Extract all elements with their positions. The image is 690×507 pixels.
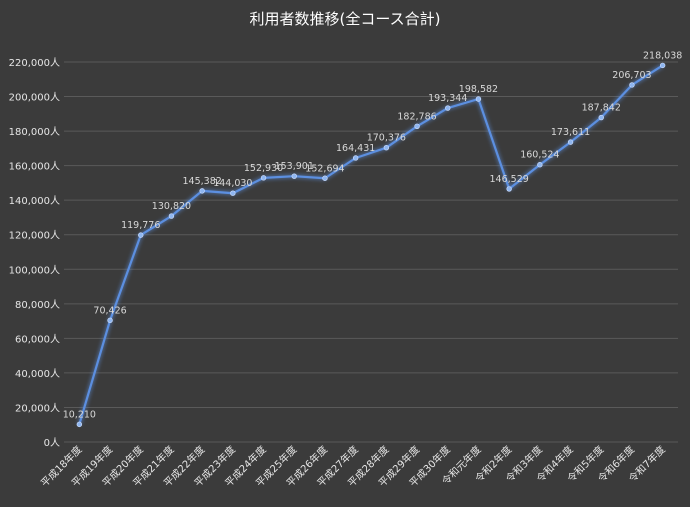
data-point [475, 96, 482, 102]
data-point [260, 175, 267, 181]
y-tick-label: 100,000人 [9, 264, 60, 276]
data-point [629, 82, 635, 88]
data-point [383, 145, 390, 151]
data-point [199, 188, 205, 194]
data-point [76, 421, 83, 428]
data-point [230, 190, 236, 196]
data-point [291, 173, 297, 179]
data-label: 70,426 [93, 305, 126, 316]
data-label: 130,820 [152, 201, 191, 212]
data-point [107, 317, 113, 324]
data-point [659, 62, 666, 69]
y-tick-label: 0人 [44, 437, 60, 449]
data-label: 218,038 [643, 50, 682, 61]
y-tick-label: 200,000人 [9, 92, 60, 104]
data-label: 160,524 [520, 150, 559, 161]
y-tick-label: 120,000人 [9, 230, 60, 242]
data-labels: 10,210 70,426 119,776 130,820 145,382144,030… [63, 50, 683, 420]
data-label: 170,376 [367, 133, 406, 144]
data-label: 10,210 [63, 409, 96, 420]
data-label: 153,901 [275, 161, 314, 172]
x-axis-ticks: 平成18年度平成19年度平成20年度平成21年度平成22年度平成23年度平成24… [38, 443, 668, 489]
data-label: 145,382 [183, 176, 222, 187]
y-tick-label: 160,000人 [9, 161, 60, 173]
data-point [168, 213, 175, 219]
chart-title: 利用者数推移(全コース合計) [249, 10, 441, 28]
data-label: 198,582 [459, 84, 498, 95]
data-point [567, 139, 574, 145]
data-point [138, 232, 144, 238]
data-label: 144,030 [213, 178, 252, 189]
data-label: 152,930 [244, 163, 283, 174]
data-label: 187,842 [582, 103, 621, 114]
y-tick-label: 20,000人 [15, 402, 60, 414]
data-label: 206,703 [612, 70, 651, 81]
data-label: 193,344 [428, 93, 467, 104]
data-label: 164,431 [336, 143, 375, 154]
y-tick-label: 60,000人 [15, 333, 60, 345]
data-label: 146,529 [490, 174, 529, 185]
data-label: 119,776 [121, 220, 160, 231]
data-label: 173,611 [551, 127, 590, 138]
y-tick-label: 40,000人 [15, 368, 60, 380]
data-point [506, 186, 512, 192]
data-label: 152,694 [305, 163, 344, 174]
data-point [352, 155, 359, 161]
series-points [76, 62, 666, 428]
series-line-path [78, 64, 664, 425]
data-label: 182,786 [397, 111, 436, 122]
y-tick-label: 80,000人 [15, 299, 60, 311]
series-line [78, 64, 664, 425]
data-point [598, 114, 604, 121]
y-tick-label: 220,000人 [9, 57, 60, 69]
data-point [322, 175, 328, 181]
data-point [414, 123, 420, 129]
y-tick-label: 180,000人 [9, 126, 60, 138]
data-point [445, 105, 451, 111]
y-tick-label: 140,000人 [9, 195, 60, 207]
data-point [537, 162, 543, 168]
gridlines [64, 61, 678, 443]
y-axis-ticks: 0人 20,000人 40,000人 60,000人 80,000人 100,000人 12… [9, 57, 60, 449]
